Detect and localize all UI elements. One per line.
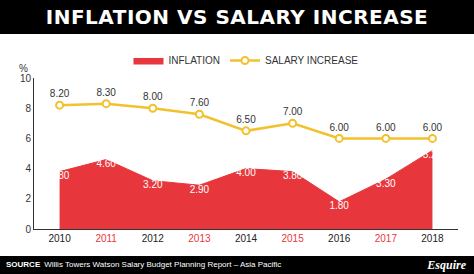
- svg-text:3.30: 3.30: [376, 178, 396, 189]
- svg-text:2012: 2012: [142, 233, 165, 244]
- html-text:SOURCE Willis Towers Watson Sa: SOURCE Willis Towers Watson Salary Budge…: [6, 260, 282, 269]
- html-text:Esquire: Esquire: [427, 258, 466, 272]
- svg-text:%: %: [19, 63, 28, 74]
- svg-text:3.80: 3.80: [50, 170, 70, 181]
- svg-text:2.90: 2.90: [190, 184, 210, 195]
- svg-text:2010: 2010: [48, 233, 71, 244]
- svg-text:1.80: 1.80: [329, 200, 349, 211]
- svg-text:0: 0: [25, 224, 31, 235]
- svg-text:6: 6: [25, 133, 31, 144]
- svg-text:6.50: 6.50: [236, 114, 256, 125]
- html-text:INFLATION VS SALARY INCREASE: INFLATION VS SALARY INCREASE: [45, 5, 429, 29]
- svg-text:INFLATION: INFLATION: [169, 55, 220, 66]
- svg-text:4.60: 4.60: [96, 158, 116, 169]
- svg-text:3.80: 3.80: [283, 170, 303, 181]
- svg-text:2016: 2016: [328, 233, 351, 244]
- svg-text:6.00: 6.00: [423, 122, 443, 133]
- svg-text:5.20: 5.20: [423, 149, 443, 160]
- svg-text:3.20: 3.20: [143, 179, 163, 190]
- svg-text:SALARY INCREASE: SALARY INCREASE: [265, 55, 358, 66]
- svg-text:7.60: 7.60: [190, 97, 210, 108]
- svg-text:7.00: 7.00: [283, 106, 303, 117]
- svg-text:2011: 2011: [95, 233, 117, 244]
- svg-text:8: 8: [25, 103, 31, 114]
- svg-text:8.00: 8.00: [143, 91, 163, 102]
- svg-text:2017: 2017: [375, 233, 398, 244]
- svg-text:6.00: 6.00: [376, 122, 396, 133]
- svg-text:2014: 2014: [235, 233, 258, 244]
- svg-text:8.20: 8.20: [50, 88, 70, 99]
- svg-text:10: 10: [20, 73, 32, 84]
- svg-text:8.30: 8.30: [96, 87, 116, 98]
- svg-text:6.00: 6.00: [329, 122, 349, 133]
- svg-text:4.00: 4.00: [236, 167, 256, 178]
- svg-text:2015: 2015: [281, 233, 304, 244]
- svg-text:4: 4: [25, 163, 31, 174]
- svg-text:2: 2: [25, 193, 31, 204]
- svg-text:2018: 2018: [421, 233, 444, 244]
- svg-text:2013: 2013: [188, 233, 211, 244]
